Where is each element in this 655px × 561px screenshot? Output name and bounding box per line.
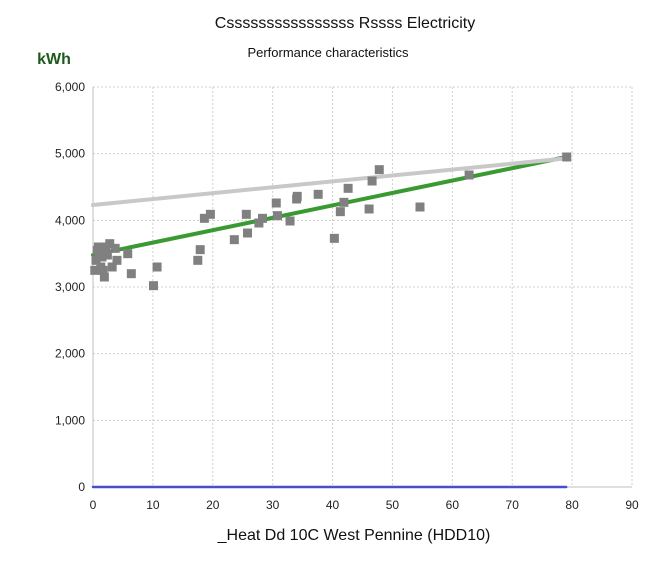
x-tick-label: 80	[565, 498, 579, 512]
x-axis-label: _Heat Dd 10C West Pennine (HDD10)	[217, 527, 491, 544]
data-point	[562, 152, 572, 162]
data-point	[271, 198, 281, 208]
data-point	[95, 247, 105, 257]
data-point	[292, 191, 302, 201]
data-point	[102, 250, 112, 260]
data-point	[464, 170, 474, 180]
y-tick-label: 5,000	[55, 147, 85, 161]
data-point	[98, 265, 108, 275]
y-tick-label: 1,000	[55, 413, 85, 427]
data-point	[367, 176, 377, 186]
x-tick-label: 50	[386, 498, 400, 512]
data-point	[285, 216, 295, 226]
y-axis-label: kWh	[37, 51, 71, 68]
data-point	[123, 249, 133, 259]
data-point	[105, 239, 115, 249]
data-point	[93, 242, 103, 252]
y-tick-label: 0	[78, 480, 85, 494]
data-point	[243, 228, 253, 238]
data-point	[254, 218, 264, 228]
regression-line	[91, 155, 569, 257]
data-point	[343, 183, 353, 193]
y-tick-label: 6,000	[55, 80, 85, 94]
data-point	[195, 245, 205, 255]
data-point	[90, 265, 100, 275]
chart-subtitle: Performance characteristics	[247, 45, 409, 60]
data-point	[374, 165, 384, 175]
data-point	[241, 209, 251, 219]
regression-line	[91, 156, 569, 207]
data-point	[205, 209, 215, 219]
data-point	[329, 233, 339, 243]
data-point	[415, 202, 425, 212]
x-tick-label: 90	[625, 498, 639, 512]
x-tick-label: 20	[206, 498, 220, 512]
x-tick-label: 60	[446, 498, 460, 512]
data-point	[229, 235, 239, 245]
data-point	[339, 197, 349, 207]
y-tick-label: 2,000	[55, 347, 85, 361]
y-tick-label: 3,000	[55, 280, 85, 294]
data-point	[313, 189, 323, 199]
x-tick-label: 40	[326, 498, 340, 512]
grid-lines	[93, 86, 633, 487]
chart-title: Cssssssssssssssss Rssss Electricity	[215, 15, 475, 32]
data-point	[193, 255, 203, 265]
data-series	[90, 152, 572, 489]
tick-labels: 0 10 20 30 40 50 60 70 80 90 0 1,000 2,000 3,000 4,000…	[55, 80, 639, 512]
x-tick-label: 70	[506, 498, 520, 512]
data-point	[99, 272, 109, 282]
data-point	[272, 211, 282, 221]
data-point	[112, 255, 122, 265]
data-point	[199, 213, 209, 223]
y-tick-label: 4,000	[55, 213, 85, 227]
data-point	[148, 281, 158, 291]
data-point	[110, 243, 120, 253]
x-tick-label: 10	[146, 498, 160, 512]
data-point	[107, 262, 117, 272]
data-point	[97, 252, 107, 262]
data-point	[257, 213, 267, 223]
data-point	[335, 207, 345, 217]
data-point	[364, 204, 374, 214]
x-tick-label: 0	[90, 498, 97, 512]
data-point	[126, 269, 136, 279]
data-point	[91, 255, 101, 265]
x-tick-label: 30	[266, 498, 280, 512]
data-point	[152, 262, 162, 272]
